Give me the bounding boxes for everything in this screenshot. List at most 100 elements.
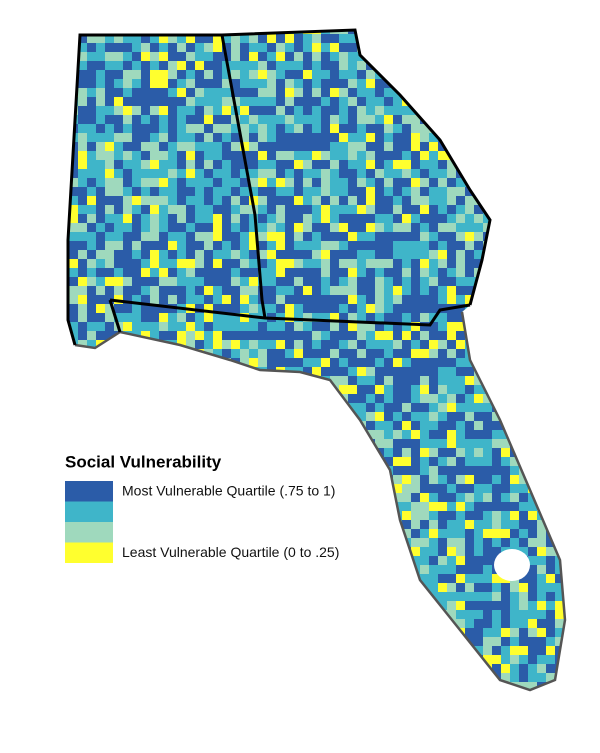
tract bbox=[258, 502, 279, 520]
tract bbox=[222, 457, 233, 474]
tract bbox=[375, 259, 388, 269]
tract bbox=[492, 313, 514, 334]
tract bbox=[501, 259, 520, 278]
tract bbox=[384, 592, 398, 614]
tract bbox=[132, 565, 141, 585]
tract bbox=[132, 502, 141, 523]
tract bbox=[573, 691, 594, 707]
tract bbox=[78, 421, 96, 442]
tract bbox=[141, 520, 154, 542]
tract bbox=[492, 304, 514, 320]
tract bbox=[321, 61, 330, 70]
tract bbox=[366, 313, 377, 322]
tract bbox=[573, 25, 583, 46]
tract bbox=[132, 646, 148, 661]
tract bbox=[492, 34, 509, 56]
tract bbox=[546, 124, 560, 140]
tract bbox=[366, 493, 386, 515]
tract bbox=[573, 673, 585, 694]
tract bbox=[96, 394, 111, 416]
tract bbox=[366, 205, 377, 215]
tract bbox=[366, 97, 376, 114]
tract bbox=[123, 628, 137, 647]
tract bbox=[474, 133, 487, 150]
tract bbox=[411, 655, 433, 673]
tract bbox=[384, 178, 397, 187]
tract bbox=[357, 106, 373, 115]
tract bbox=[258, 403, 273, 420]
tract bbox=[510, 52, 523, 71]
tract bbox=[339, 502, 357, 513]
tract bbox=[195, 664, 216, 676]
tract bbox=[321, 385, 332, 401]
tract bbox=[141, 574, 159, 584]
tract bbox=[501, 322, 510, 340]
tract bbox=[267, 628, 276, 639]
tract bbox=[564, 403, 565, 415]
tract bbox=[114, 187, 127, 196]
tract bbox=[375, 682, 396, 690]
tract bbox=[519, 241, 533, 261]
tract bbox=[456, 124, 473, 144]
tract bbox=[231, 502, 244, 517]
tract bbox=[258, 385, 274, 401]
tract bbox=[510, 385, 525, 395]
tract bbox=[195, 394, 206, 414]
tract bbox=[546, 241, 560, 260]
tract bbox=[267, 394, 285, 415]
tract bbox=[438, 124, 458, 137]
tract bbox=[294, 457, 306, 479]
tract bbox=[411, 601, 428, 621]
tract bbox=[87, 385, 98, 407]
tract bbox=[465, 322, 484, 335]
tract bbox=[366, 178, 383, 189]
tract bbox=[159, 367, 176, 378]
tract bbox=[87, 592, 96, 610]
tract bbox=[177, 691, 195, 702]
tract bbox=[510, 142, 525, 158]
tract bbox=[186, 511, 203, 529]
tract bbox=[456, 79, 468, 94]
tract bbox=[321, 178, 330, 188]
tract bbox=[177, 592, 187, 613]
tract bbox=[68, 349, 73, 365]
tract bbox=[78, 673, 98, 690]
tract bbox=[366, 664, 382, 678]
tract bbox=[510, 394, 527, 405]
tract bbox=[420, 70, 436, 85]
tract bbox=[555, 511, 565, 528]
tract bbox=[564, 646, 565, 667]
tract bbox=[339, 196, 354, 207]
tract bbox=[312, 286, 324, 295]
tract bbox=[510, 214, 524, 223]
tract bbox=[546, 70, 560, 81]
tract bbox=[537, 430, 554, 445]
tract bbox=[348, 583, 365, 599]
tract bbox=[456, 673, 477, 690]
tract bbox=[456, 664, 468, 682]
tract bbox=[312, 412, 328, 432]
tract bbox=[375, 673, 390, 690]
tract bbox=[348, 547, 358, 559]
tract bbox=[393, 592, 411, 604]
tract bbox=[510, 115, 525, 131]
tract bbox=[447, 70, 461, 89]
tract bbox=[159, 385, 174, 405]
tract bbox=[68, 421, 76, 439]
tract bbox=[510, 151, 531, 163]
tract bbox=[348, 691, 368, 712]
tract bbox=[123, 214, 132, 230]
tract bbox=[501, 691, 514, 708]
tract bbox=[321, 520, 340, 541]
tract bbox=[573, 88, 592, 105]
tract bbox=[402, 574, 415, 584]
tract bbox=[330, 520, 346, 540]
tract bbox=[168, 502, 178, 519]
tract bbox=[78, 376, 91, 391]
tract bbox=[78, 79, 94, 89]
tract bbox=[87, 691, 105, 711]
tract bbox=[150, 565, 171, 584]
tract bbox=[438, 637, 452, 659]
tract bbox=[267, 574, 278, 594]
tract bbox=[501, 223, 518, 234]
